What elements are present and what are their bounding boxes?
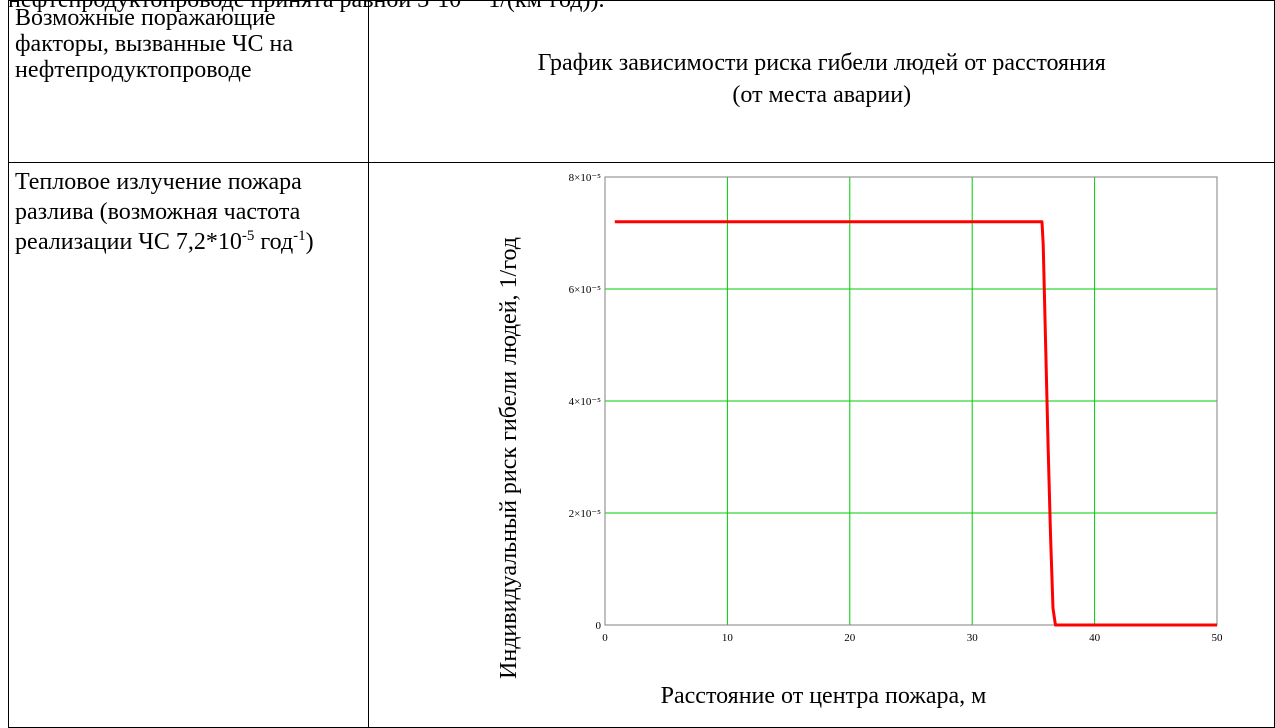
closing-paren: ) (305, 229, 314, 255)
x-tick-label: 0 (603, 632, 609, 644)
y-tick-label: 6×10⁻⁵ (569, 284, 602, 296)
header-graph-cell: График зависимости риска гибели людей от… (368, 0, 1275, 163)
x-axis-label: Расстояние от центра пожара, м (660, 683, 987, 709)
header-graph-subtitle: (от места аварии) (732, 82, 912, 108)
plot-frame (604, 176, 1218, 626)
risk-graph-cell: Индивидуальный риск гибели людей, 1/год … (368, 162, 1275, 728)
x-tick-label: 20 (845, 632, 857, 644)
y-tick-label: 8×10⁻⁵ (569, 172, 602, 184)
y-tick-label: 0 (596, 620, 602, 632)
hazard-table: Возможные поражающие факторы, вызванные … (7, 0, 1275, 728)
frequency-unit: год (260, 229, 294, 255)
x-tick-label: 10 (722, 632, 734, 644)
header-factors-cell: Возможные поражающие факторы, вызванные … (7, 0, 370, 163)
factor-description-cell: Тепловое излучение пожара разлива (возмо… (7, 162, 370, 728)
risk-series-line (615, 220, 1218, 627)
x-tick-label: 50 (1212, 632, 1224, 644)
table-row: Тепловое излучение пожара разлива (возмо… (7, 162, 1275, 728)
risk-chart: 0 10 20 30 40 50 0 2×10⁻⁵ 4×10⁻⁵ 6×10⁻⁵ 8×10⁻⁵ (569, 172, 1224, 644)
header-graph-title: График зависимости риска гибели людей от… (537, 50, 1106, 76)
factor-description: Тепловое излучение пожара разлива (возмо… (15, 169, 302, 255)
y-tick-label: 4×10⁻⁵ (569, 396, 602, 408)
frequency-exponent: -5 (241, 228, 255, 244)
x-tick-label: 40 (1090, 632, 1102, 644)
table-header-row: Возможные поражающие факторы, вызванные … (7, 0, 1275, 163)
y-tick-label: 2×10⁻⁵ (569, 508, 602, 520)
x-tick-label: 30 (967, 632, 979, 644)
frequency-unit-exponent: -1 (293, 228, 306, 244)
